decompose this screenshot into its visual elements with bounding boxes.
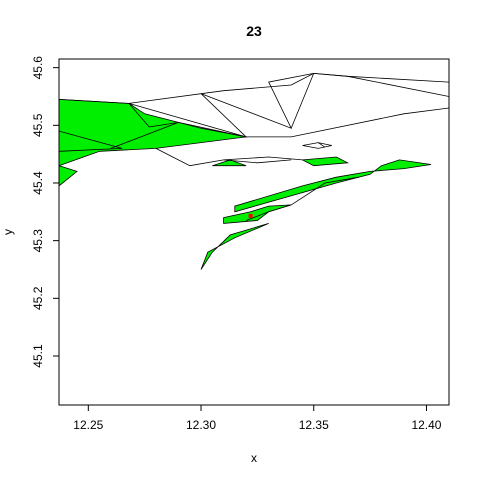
y-axis: 45.1 45.2 45.3 45.4 45.5 45.6 [31,56,59,368]
filled-region [200,223,269,270]
y-tick-label: 45.6 [31,56,45,80]
mesh-line [178,73,314,138]
data-point [248,213,253,218]
filled-region [301,156,350,167]
filled-region [234,159,432,213]
filled-region [59,165,78,187]
mesh-line [59,130,123,152]
chart-title: 23 [246,23,262,39]
mesh-line [223,159,292,164]
x-tick-label: 12.40 [411,418,441,432]
y-tick-label: 45.1 [31,344,45,368]
y-tick-label: 45.3 [31,229,45,253]
filled-region [212,159,247,167]
x-tick-label: 12.30 [186,418,216,432]
mesh-line [110,103,179,149]
mesh-line [290,72,449,129]
x-tick-label: 12.35 [299,418,329,432]
plot-frame [58,58,450,406]
mesh-line [317,142,326,148]
y-tick-label: 45.5 [31,113,45,137]
x-tick-label: 12.25 [73,418,103,432]
y-tick-label: 45.4 [31,171,45,195]
x-axis-label: x [251,451,257,465]
plot-content [59,72,449,270]
y-axis-label: y [1,229,15,235]
mesh-line [245,176,359,221]
y-tick-label: 45.2 [31,286,45,310]
mesh-line [302,142,332,149]
x-axis: 12.25 12.30 12.35 12.40 [73,405,442,432]
mesh-line [59,72,449,104]
mesh-line [128,103,449,138]
